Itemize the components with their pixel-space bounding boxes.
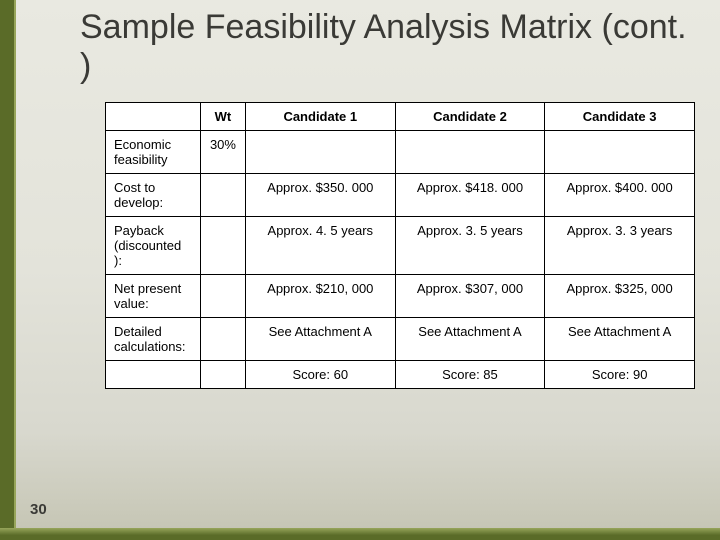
cell-c1: See Attachment A [245, 318, 395, 361]
cell-wt [200, 174, 245, 217]
header-wt: Wt [200, 103, 245, 131]
header-candidate-2: Candidate 2 [395, 103, 545, 131]
cell-wt [200, 318, 245, 361]
row-label: Cost to develop: [106, 174, 201, 217]
feasibility-matrix: Wt Candidate 1 Candidate 2 Candidate 3 E… [105, 102, 695, 389]
cell-wt [200, 217, 245, 275]
table-row: Detailed calculations: See Attachment A … [106, 318, 695, 361]
table-row: Payback (discounted ): Approx. 4. 5 year… [106, 217, 695, 275]
table-row: Cost to develop: Approx. $350. 000 Appro… [106, 174, 695, 217]
table-row: Economic feasibility 30% [106, 131, 695, 174]
table-row: Score: 60 Score: 85 Score: 90 [106, 361, 695, 389]
cell-c2: Approx. $418. 000 [395, 174, 545, 217]
row-label: Economic feasibility [106, 131, 201, 174]
cell-c1 [245, 131, 395, 174]
cell-c3: Score: 90 [545, 361, 695, 389]
cell-wt [200, 361, 245, 389]
cell-c2 [395, 131, 545, 174]
header-candidate-1: Candidate 1 [245, 103, 395, 131]
row-label: Payback (discounted ): [106, 217, 201, 275]
cell-c3: See Attachment A [545, 318, 695, 361]
table-header-row: Wt Candidate 1 Candidate 2 Candidate 3 [106, 103, 695, 131]
cell-c1: Score: 60 [245, 361, 395, 389]
cell-c3: Approx. $400. 000 [545, 174, 695, 217]
header-candidate-3: Candidate 3 [545, 103, 695, 131]
slide: Sample Feasibility Analysis Matrix (cont… [0, 0, 720, 540]
accent-bar [0, 0, 16, 540]
cell-wt [200, 275, 245, 318]
cell-c2: Approx. 3. 5 years [395, 217, 545, 275]
cell-wt: 30% [200, 131, 245, 174]
row-label: Net present value: [106, 275, 201, 318]
row-label: Detailed calculations: [106, 318, 201, 361]
cell-c3: Approx. 3. 3 years [545, 217, 695, 275]
slide-title: Sample Feasibility Analysis Matrix (cont… [80, 8, 700, 86]
row-label [106, 361, 201, 389]
cell-c2: Score: 85 [395, 361, 545, 389]
cell-c3: Approx. $325, 000 [545, 275, 695, 318]
cell-c3 [545, 131, 695, 174]
cell-c2: See Attachment A [395, 318, 545, 361]
cell-c1: Approx. $210, 000 [245, 275, 395, 318]
table-row: Net present value: Approx. $210, 000 App… [106, 275, 695, 318]
cell-c1: Approx. 4. 5 years [245, 217, 395, 275]
header-blank [106, 103, 201, 131]
cell-c1: Approx. $350. 000 [245, 174, 395, 217]
page-number: 30 [30, 501, 47, 518]
cell-c2: Approx. $307, 000 [395, 275, 545, 318]
